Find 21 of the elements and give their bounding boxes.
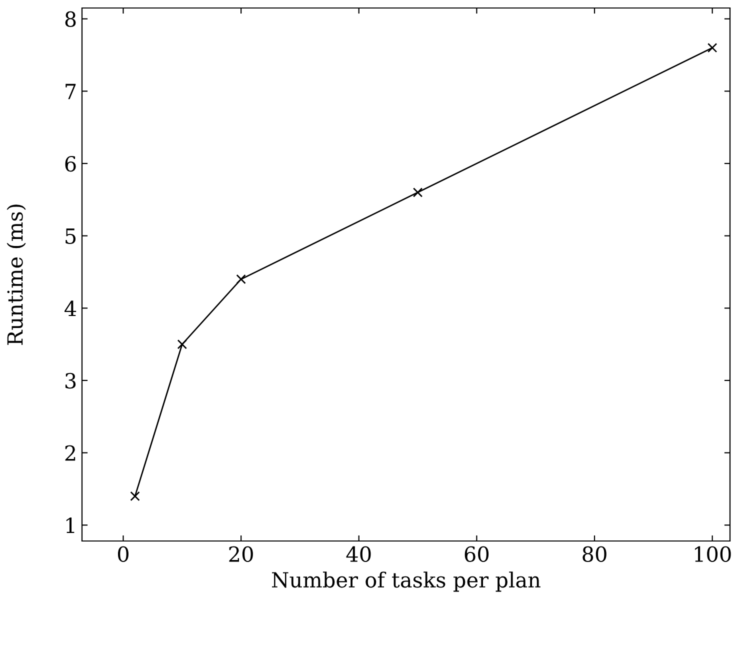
- x-tick-label: 20: [229, 546, 253, 562]
- y-tick-label: 7: [66, 84, 76, 100]
- point: [236, 274, 246, 284]
- point: [412, 188, 423, 198]
- y-tick-label: 6: [65, 156, 76, 172]
- y-axis-title: Runtime (ms): [6, 204, 26, 345]
- x-tick-label: 0: [118, 546, 128, 562]
- x-axis-title: Number of tasks per plan: [272, 572, 540, 592]
- point: [707, 42, 718, 53]
- x-tick-label: 80: [582, 546, 606, 562]
- point: [130, 491, 140, 502]
- y-tick-label: 5: [66, 228, 76, 244]
- y-tick-label: 3: [65, 372, 76, 389]
- x-tick-label: 40: [346, 546, 371, 562]
- y-tick-label: 4: [64, 300, 76, 316]
- y-tick-label: 1: [66, 518, 74, 534]
- y-tick-label: 2: [65, 445, 76, 461]
- y-tick-label: 8: [65, 11, 76, 28]
- x-tick-label: 100: [694, 546, 731, 562]
- x-tick-label: 60: [464, 546, 489, 562]
- point: [177, 339, 188, 350]
